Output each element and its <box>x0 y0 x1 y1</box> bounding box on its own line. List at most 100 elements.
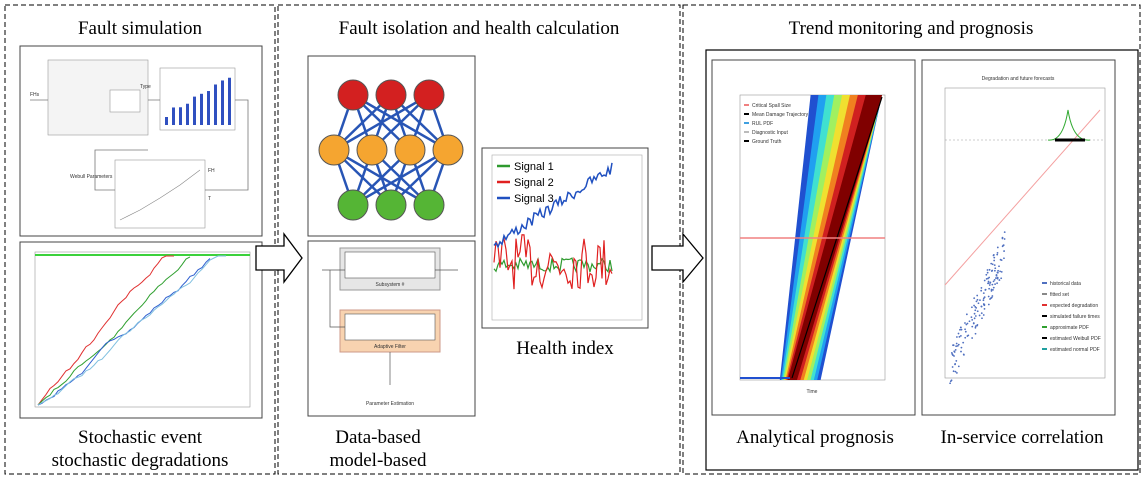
flow-arrow <box>256 234 302 282</box>
point <box>987 272 989 274</box>
point <box>978 302 980 304</box>
mini-bar <box>228 78 231 125</box>
point <box>961 347 963 349</box>
point <box>1000 277 1002 279</box>
node <box>414 190 444 220</box>
point <box>986 278 988 280</box>
point <box>955 360 957 362</box>
point <box>964 337 966 339</box>
point <box>974 317 976 319</box>
point <box>952 366 954 368</box>
point <box>956 343 958 345</box>
node <box>338 190 368 220</box>
panel-title: Fault simulation <box>78 18 203 39</box>
legend-swatch <box>1042 337 1047 339</box>
point <box>991 284 993 286</box>
caption: Health index <box>516 338 614 359</box>
legend-label: Signal 3 <box>514 193 554 205</box>
point <box>993 287 995 289</box>
mini-bar <box>214 84 217 125</box>
mini-bar <box>165 117 168 125</box>
flow-arrow <box>652 234 703 282</box>
point <box>1001 259 1003 261</box>
block <box>345 252 435 278</box>
caption: Analytical prognosis <box>736 427 894 448</box>
point <box>973 322 975 324</box>
point <box>984 308 986 310</box>
mini-bar <box>186 104 189 125</box>
point <box>991 270 993 272</box>
mini-bar <box>207 91 210 125</box>
point <box>973 297 975 299</box>
thumbnail-frame <box>922 60 1115 415</box>
point <box>991 290 993 292</box>
node <box>357 135 387 165</box>
legend-label: Critical Spall Size <box>752 103 791 109</box>
point <box>983 314 985 316</box>
point <box>988 281 990 283</box>
point <box>971 319 973 321</box>
point <box>953 344 955 346</box>
point <box>971 337 973 339</box>
point <box>965 331 967 333</box>
point <box>996 254 998 256</box>
legend-swatch <box>1042 348 1047 350</box>
label: FHs <box>30 92 40 98</box>
caption: In-service correlation <box>941 427 1104 448</box>
point <box>971 306 973 308</box>
legend-label: fitted set <box>1050 292 1070 298</box>
caption: stochastic degradations <box>52 450 229 471</box>
legend-label: historical data <box>1050 281 1081 287</box>
point <box>981 312 983 314</box>
point <box>987 282 989 284</box>
point <box>977 299 979 301</box>
legend-label: Mean Damage Trajectory <box>752 112 809 118</box>
diagram: Fault simulation Fault isolation and hea… <box>0 0 1146 479</box>
legend-label: Diagnostic Input <box>752 130 788 136</box>
legend-label: estimated normal PDF <box>1050 347 1100 353</box>
point <box>967 323 969 325</box>
point <box>954 363 956 365</box>
node <box>319 135 349 165</box>
legend-swatch <box>1042 326 1047 328</box>
point <box>967 334 969 336</box>
point <box>984 296 986 298</box>
point <box>952 354 954 356</box>
point <box>997 252 999 254</box>
point <box>974 309 976 311</box>
point <box>997 247 999 249</box>
point <box>984 280 986 282</box>
legend-swatch <box>1042 304 1047 306</box>
node <box>338 80 368 110</box>
point <box>971 316 973 318</box>
point <box>994 264 996 266</box>
point <box>996 275 998 277</box>
legend-swatch <box>744 122 749 124</box>
caption: Stochastic event <box>78 427 203 448</box>
node <box>433 135 463 165</box>
point <box>976 300 978 302</box>
point <box>975 327 977 329</box>
point <box>989 269 991 271</box>
point <box>988 288 990 290</box>
point <box>994 279 996 281</box>
point <box>989 284 991 286</box>
node <box>376 190 406 220</box>
point <box>953 370 955 372</box>
point <box>987 269 989 271</box>
label: Adaptive Filter <box>374 344 406 350</box>
point <box>983 292 985 294</box>
legend-label: RUL PDF <box>752 121 773 127</box>
point <box>997 270 999 272</box>
point <box>958 333 960 335</box>
point <box>993 280 995 282</box>
point <box>977 310 979 312</box>
point <box>1003 250 1005 252</box>
point <box>994 283 996 285</box>
point <box>994 270 996 272</box>
point <box>958 365 960 367</box>
caption: model-based <box>329 450 427 471</box>
legend-swatch <box>744 131 749 133</box>
point <box>996 282 998 284</box>
point <box>988 304 990 306</box>
